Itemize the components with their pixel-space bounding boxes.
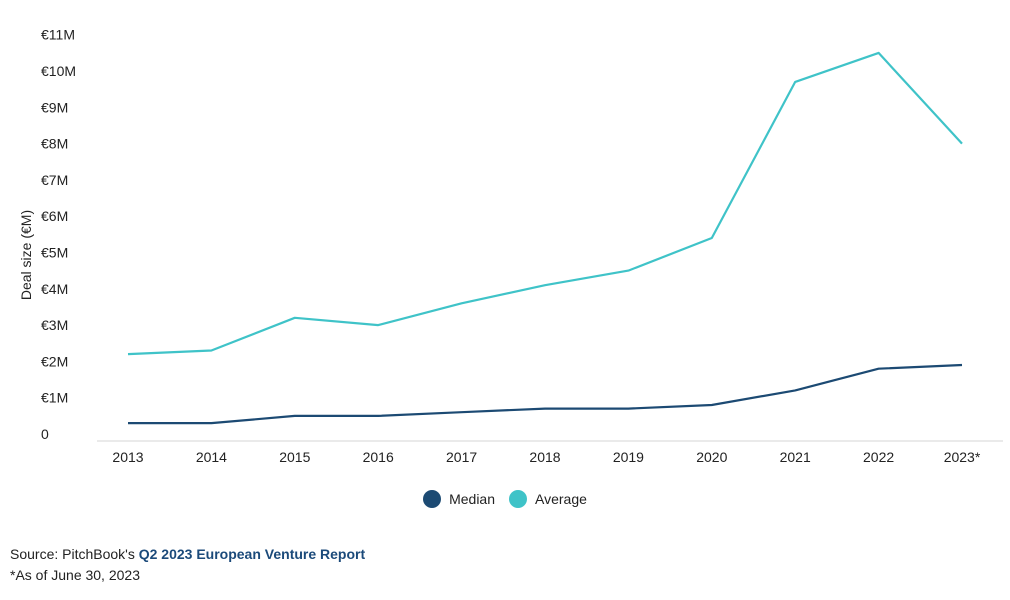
y-tick-label: €2M — [41, 353, 68, 369]
series-line-median[interactable] — [128, 363, 963, 425]
legend-label-average: Average — [535, 491, 587, 507]
x-tick-label: 2017 — [446, 449, 477, 465]
x-tick-label: 2016 — [363, 449, 394, 465]
y-tick-label: €11M — [41, 27, 75, 43]
y-tick-label: €6M — [41, 208, 68, 224]
legend-label-median: Median — [449, 491, 495, 507]
source-prefix: Source: PitchBook's — [10, 546, 139, 562]
y-axis-ticks: 0 €1M €2M €3M €4M €5M €6M €7M €8M €9M €10M €11M — [41, 27, 76, 442]
y-tick-label: €10M — [41, 63, 76, 79]
x-tick-label: 2022 — [863, 449, 894, 465]
y-axis-title: Deal size (€M) — [18, 210, 34, 300]
x-tick-label: 2013 — [112, 449, 143, 465]
x-tick-label: 2015 — [279, 449, 310, 465]
x-tick-label: 2020 — [696, 449, 727, 465]
y-tick-label: €8M — [41, 136, 68, 152]
source-line: Source: PitchBook's Q2 2023 European Ven… — [10, 546, 365, 562]
footnote: *As of June 30, 2023 — [10, 567, 140, 583]
y-tick-label: €4M — [41, 281, 68, 297]
x-tick-label: 2019 — [613, 449, 644, 465]
series-lines — [127, 51, 963, 425]
source-report-link[interactable]: Q2 2023 European Venture Report — [138, 546, 366, 562]
x-tick-label: 2021 — [780, 449, 811, 465]
x-axis-ticks: 2013 2014 2015 2016 2017 2018 2019 2020 2021 2022… — [112, 449, 980, 465]
line-chart: Deal size (€M) 0 €1M €2M €3M €4M €5M €6M €7M €8M… — [18, 27, 1003, 465]
chart-legend: Median Average — [0, 490, 1010, 508]
x-tick-label: 2014 — [196, 449, 227, 465]
y-tick-label: €1M — [41, 390, 68, 406]
x-tick-label: 2023* — [944, 449, 981, 465]
series-line-average[interactable] — [127, 51, 963, 356]
y-tick-label: €9M — [41, 99, 68, 115]
y-tick-label: 0 — [41, 426, 49, 442]
y-tick-label: €3M — [41, 317, 68, 333]
legend-item-median[interactable]: Median — [423, 490, 495, 508]
median-swatch-icon — [423, 490, 442, 508]
y-tick-label: €5M — [41, 245, 68, 261]
x-tick-label: 2018 — [529, 449, 560, 465]
y-tick-label: €7M — [41, 172, 68, 188]
average-swatch-icon — [509, 490, 527, 508]
legend-item-average[interactable]: Average — [509, 490, 587, 508]
